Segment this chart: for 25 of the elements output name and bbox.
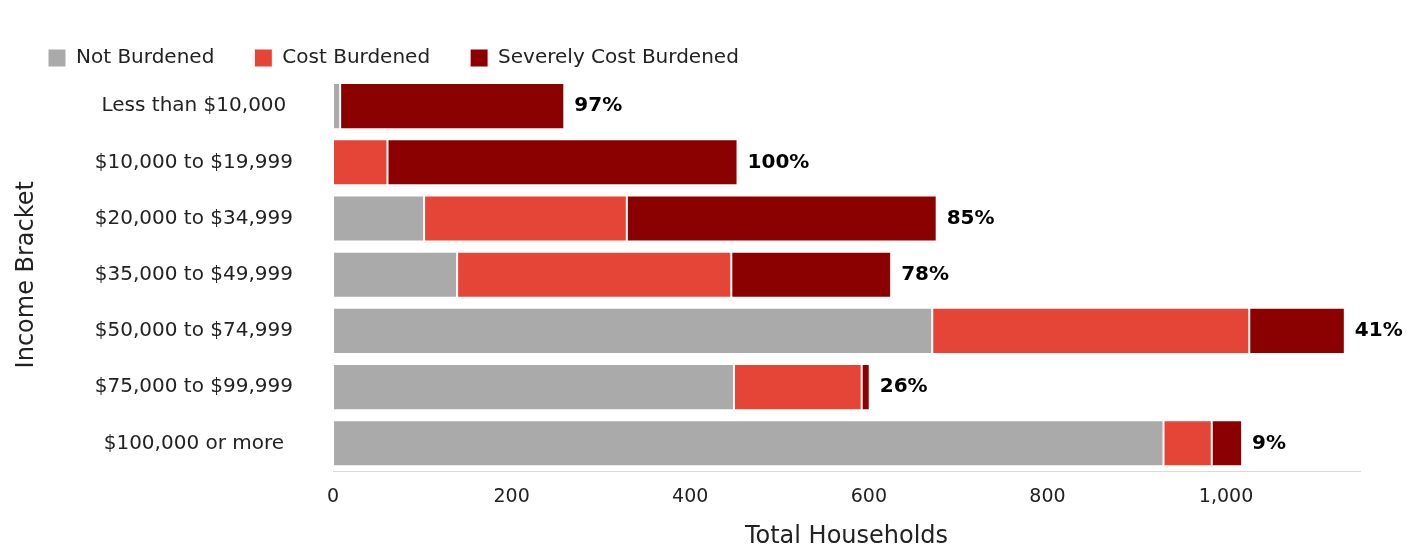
y-tick-label: $75,000 to $99,999 <box>94 373 293 398</box>
y-tick-label: $10,000 to $19,999 <box>94 148 293 173</box>
x-tick-label: 800 <box>1029 483 1066 506</box>
x-axis-title: Total Households <box>743 520 949 549</box>
x-tick-label: 400 <box>672 483 709 506</box>
annotation: 85% <box>946 204 995 229</box>
x-tick-label: 200 <box>493 483 530 506</box>
annotation: 9% <box>1252 429 1287 454</box>
annotation: 100% <box>747 148 810 173</box>
legend-label: Severely Cost Burdened <box>498 44 739 69</box>
y-tick-label: Less than $10,000 <box>101 92 287 117</box>
y-axis-title: Income Bracket <box>10 181 39 369</box>
x-tick-label: 0 <box>326 483 340 506</box>
x-tick-label: 600 <box>850 483 887 506</box>
annotation: 41% <box>1354 317 1403 342</box>
annotation: 97% <box>574 92 623 117</box>
y-tick-label: $50,000 to $74,999 <box>94 317 293 342</box>
annotation: 78% <box>901 260 950 285</box>
x-tick-label: 1,000 <box>1198 483 1254 506</box>
y-tick-label: $20,000 to $34,999 <box>94 204 293 229</box>
y-tick-label: $100,000 or more <box>103 429 285 454</box>
y-tick-label: $35,000 to $49,999 <box>94 260 293 285</box>
legend-label: Not Burdened <box>76 44 215 69</box>
legend-label: Cost Burdened <box>282 44 431 69</box>
annotation: 26% <box>879 373 928 398</box>
